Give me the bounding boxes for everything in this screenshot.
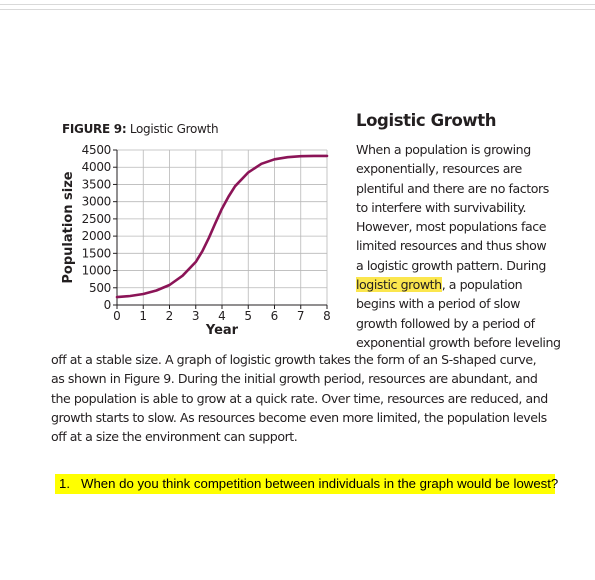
figure-title: Logistic Growth <box>129 122 219 136</box>
x-tick-label: 6 <box>271 309 279 323</box>
x-tick-label: 5 <box>244 309 252 323</box>
side-line-highlight: logistic growth, a population <box>356 275 592 294</box>
y-axis-label: Population size <box>61 171 76 283</box>
full-line: off at a stable size. A graph of logisti… <box>51 352 537 367</box>
full-line: growth starts to slow. As resources beco… <box>51 409 547 425</box>
article-heading: Logistic Growth <box>356 111 497 130</box>
side-line: When a population is growing <box>356 142 531 157</box>
x-tick-label: 0 <box>113 309 121 323</box>
side-line: exponentially, resources are <box>356 161 522 177</box>
full-line: the population is able to grow at a quic… <box>51 390 548 406</box>
side-line: a logistic growth pattern. During <box>356 257 546 273</box>
y-tick-label: 0 <box>104 298 111 312</box>
question-item: 1. When do you think competition between … <box>55 474 559 494</box>
x-tick-label: 4 <box>218 309 226 323</box>
y-tick-label: 2500 <box>82 212 111 226</box>
x-tick-label: 8 <box>323 309 331 323</box>
full-line: off at a size the environment can suppor… <box>51 429 298 445</box>
y-tick-label: 4000 <box>82 160 111 174</box>
x-tick-label: 2 <box>166 309 174 323</box>
y-tick-label: 3500 <box>82 177 111 191</box>
x-tick-label: 1 <box>139 309 147 323</box>
side-line: to interfere with survivability. <box>356 199 527 215</box>
side-line: plentiful and there are no factors <box>356 180 549 196</box>
page-rule-top <box>0 4 595 5</box>
y-tick-label: 4500 <box>82 143 111 157</box>
y-tick-label: 2000 <box>82 229 111 243</box>
x-tick-label: 3 <box>192 309 200 323</box>
logistic-curve-line <box>115 154 329 299</box>
figure-caption: FIGURE 9: Logistic Growth <box>62 122 219 136</box>
figure-label: FIGURE 9: <box>62 122 127 136</box>
y-tick-label: 1500 <box>82 246 111 260</box>
side-line: growth followed by a period of <box>356 315 535 331</box>
side-line: begins with a period of slow <box>356 296 520 312</box>
highlight-rest: , a population <box>441 277 523 293</box>
side-line: exponential growth before leveling <box>356 334 561 350</box>
article-side-column: When a population is growing exponential… <box>356 140 592 352</box>
question-number: 1. <box>59 476 70 491</box>
x-axis-label: Year <box>205 323 239 338</box>
page-rule-second <box>0 9 595 10</box>
side-line: limited resources and thus show <box>356 238 547 254</box>
y-tick-label: 500 <box>89 281 111 295</box>
y-tick-label: 3000 <box>82 195 111 209</box>
question-text: When do you think competition between in… <box>81 476 559 491</box>
y-tick-label: 1000 <box>82 264 111 278</box>
article-full-width-text: off at a stable size. A graph of logisti… <box>51 350 548 446</box>
highlighted-term: logistic growth <box>356 277 442 293</box>
full-line: as shown in Figure 9. During the initial… <box>51 371 538 387</box>
x-tick-label: 7 <box>297 309 305 323</box>
side-line: However, most populations face <box>356 219 546 235</box>
